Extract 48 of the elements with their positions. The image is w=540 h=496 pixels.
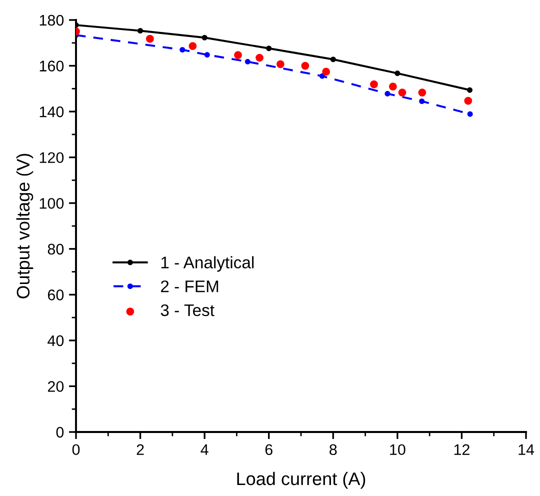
x-tick-label: 10 [390,444,406,456]
x-tick-label: 8 [330,444,337,456]
point [204,52,210,58]
x-tick-label: 14 [518,444,534,455]
legend-label: 1 - Analytical [161,256,254,272]
point [398,88,406,97]
point [394,70,400,76]
y-tick-label: 140 [40,106,64,118]
point [419,98,425,104]
y-tick-label: 20 [48,381,64,392]
y-tick-label: 180 [40,14,64,26]
point [384,90,390,96]
x-axis-title: Load current (A) [237,472,366,489]
point [466,87,473,93]
point [388,82,397,91]
x-tick-label: 4 [200,444,208,455]
point [256,54,264,62]
point [146,34,154,43]
point [319,73,325,79]
y-tick-label: 60 [48,290,64,300]
y-tick-label: 40 [48,335,64,346]
point [188,42,197,50]
point [322,68,330,76]
point [467,111,473,117]
y-tick-label: 80 [48,244,64,255]
point [418,88,426,97]
point [370,80,378,88]
y-tick-label: 120 [40,152,64,164]
point [330,56,336,62]
x-tick-label: 0 [72,444,80,456]
point [464,96,472,105]
y-tick-label: 100 [40,198,64,209]
point [266,46,272,52]
point [138,28,144,34]
y-axis-title: Output voltage (V) [16,154,34,298]
point [301,62,310,70]
y-tick-label: 160 [40,60,64,72]
x-tick-label: 2 [136,444,144,455]
point [180,46,186,53]
point [202,34,208,40]
point [244,58,250,64]
point [234,51,242,59]
legend-label: 2 - FEM [161,280,218,292]
y-tick-label: 0 [56,426,64,438]
point [276,60,284,68]
x-tick-label: 6 [265,444,272,456]
legend-label: 3 - Test [160,304,214,316]
x-tick-label: 12 [454,444,470,455]
